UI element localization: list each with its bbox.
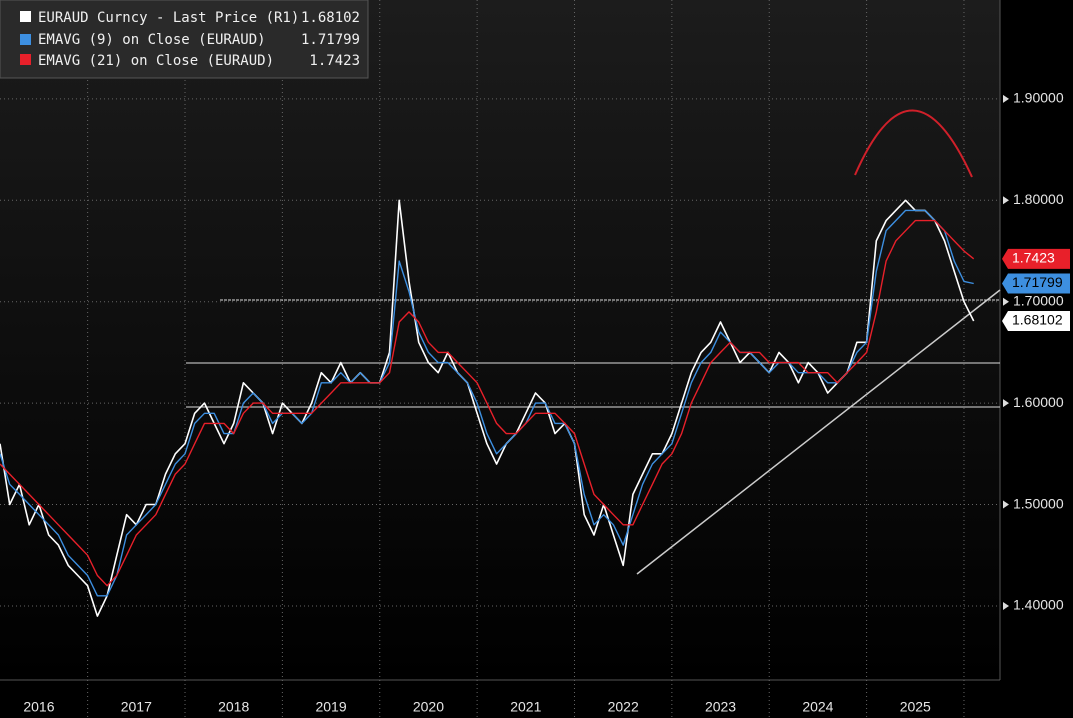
x-tick-label: 2022	[608, 699, 639, 715]
last-value-tag	[1002, 273, 1070, 294]
last-value-label: 1.68102	[1012, 312, 1063, 328]
y-tick-label: 1.50000	[1013, 495, 1064, 511]
plot-background	[0, 0, 1000, 680]
last-value-tag	[1002, 310, 1070, 331]
top-arc	[854, 109, 973, 178]
legend-value: 1.7423	[309, 53, 360, 69]
legend-label: EMAVG (21) on Close (EURAUD)	[38, 53, 274, 69]
x-tick-label: 2021	[510, 699, 541, 715]
x-tick-label: 2023	[705, 699, 736, 715]
last-value-label: 1.71799	[1012, 274, 1063, 290]
legend-label: EMAVG (9) on Close (EURAUD)	[38, 32, 266, 48]
y-tick-label: 1.40000	[1013, 597, 1064, 613]
y-tick-label: 1.70000	[1013, 292, 1064, 308]
y-tick-label: 1.90000	[1013, 90, 1064, 106]
legend-swatch	[20, 11, 31, 22]
y-tick-mark	[1003, 399, 1009, 408]
y-tick-mark	[1003, 94, 1009, 103]
series-line	[0, 219, 975, 587]
series-line	[0, 199, 975, 617]
legend: EURAUD Curncy - Last Price (R1) EMAVG (9…	[0, 0, 369, 79]
x-axis-band	[0, 680, 1073, 718]
y-tick-label: 1.80000	[1013, 191, 1064, 207]
legend-value: 1.71799	[301, 32, 360, 48]
legend-swatch	[20, 34, 31, 45]
x-tick-label: 2016	[23, 699, 54, 715]
legend-swatch	[20, 54, 31, 65]
y-tick-label: 1.60000	[1013, 394, 1064, 410]
legend-value: 1.68102	[301, 10, 360, 26]
y-tick-mark	[1003, 297, 1009, 306]
last-value-label: 1.7423	[1012, 250, 1055, 266]
last-value-tag	[1002, 248, 1070, 269]
x-tick-label: 2025	[900, 699, 931, 715]
x-tick-label: 2019	[315, 699, 346, 715]
x-tick-label: 2020	[413, 699, 444, 715]
x-tick-label: 2017	[121, 699, 152, 715]
legend-label: EURAUD Curncy - Last Price (R1)	[38, 10, 299, 26]
y-tick-mark	[1003, 500, 1009, 509]
y-tick-mark	[1003, 601, 1009, 610]
x-tick-label: 2024	[802, 699, 833, 715]
trend-line	[636, 289, 1001, 575]
x-tick-label: 2018	[218, 699, 249, 715]
legend-box	[0, 0, 369, 79]
y-tick-mark	[1003, 196, 1009, 205]
